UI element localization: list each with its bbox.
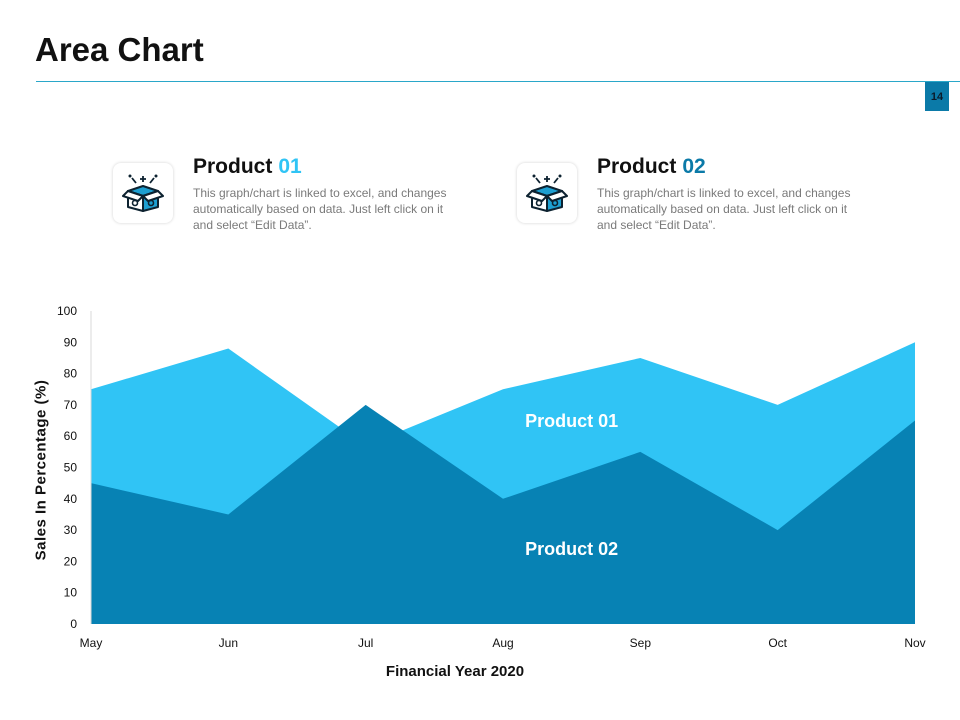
product-02-description: This graph/chart is linked to excel, and… (597, 186, 851, 232)
product-01-number: 01 (278, 155, 302, 178)
product-01-description: This graph/chart is linked to excel, and… (193, 186, 447, 232)
y-tick-label: 100 (57, 304, 77, 318)
product-02-card: Product 02 This graph/chart is linked to … (517, 155, 850, 235)
open-box-icon (113, 163, 173, 223)
y-tick-label: 0 (70, 617, 77, 631)
product-02-number: 02 (682, 155, 706, 178)
x-tick-label: Sep (630, 636, 652, 650)
y-tick-label: 20 (64, 554, 78, 568)
x-axis-title: Financial Year 2020 (385, 663, 525, 680)
y-axis-title-wrap: Sales In Percentage (%) (30, 360, 52, 580)
page-number-badge: 14 (925, 82, 949, 111)
product-02-heading: Product 02 (597, 155, 706, 179)
product-01-label: Product (193, 155, 273, 178)
title-divider (36, 81, 960, 82)
y-tick-label: 40 (64, 492, 78, 506)
x-tick-label: Jul (358, 636, 373, 650)
x-tick-label: Oct (768, 636, 787, 650)
area-product-02 (91, 404, 915, 624)
x-tick-label: Jun (219, 636, 238, 650)
annotation-product-02: Product 02 (525, 539, 618, 559)
y-tick-label: 90 (64, 335, 78, 349)
x-tick-label: May (80, 636, 103, 650)
product-02-label: Product (597, 155, 677, 178)
y-tick-label: 60 (64, 429, 78, 443)
y-tick-label: 50 (64, 461, 78, 475)
area-chart: 0 10 20 30 40 50 60 70 80 90 100 May Jun Jul Aug Sep Oct… (57, 304, 926, 650)
page-title: Area Chart (35, 31, 204, 68)
y-tick-label: 10 (64, 586, 78, 600)
y-axis-title: Sales In Percentage (%) (32, 379, 50, 561)
open-box-icon (517, 163, 577, 223)
y-tick-label: 80 (64, 367, 78, 381)
x-tick-label: Aug (492, 636, 513, 650)
annotation-product-01: Product 01 (525, 411, 618, 431)
y-tick-label: 30 (64, 523, 78, 537)
product-01-card: Product 01 This graph/chart is linked to … (113, 155, 446, 235)
y-tick-label: 70 (64, 398, 78, 412)
product-01-heading: Product 01 (193, 155, 302, 179)
x-tick-label: Nov (904, 636, 925, 650)
